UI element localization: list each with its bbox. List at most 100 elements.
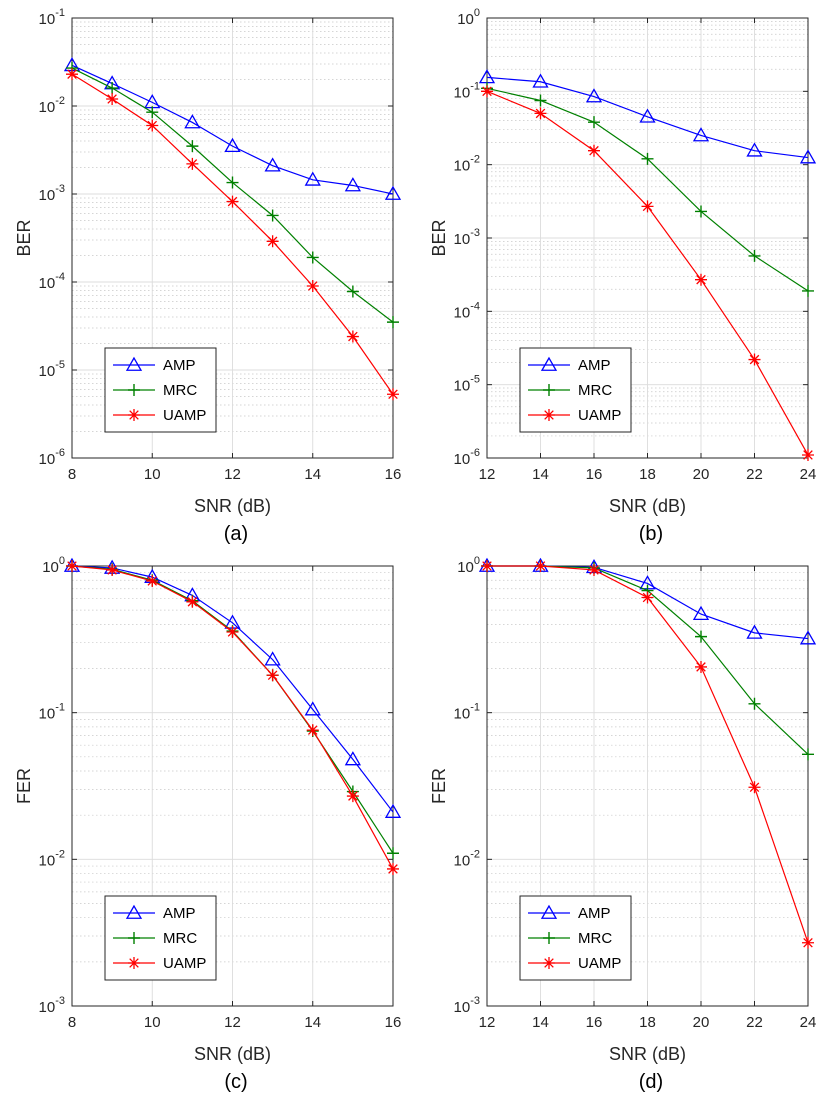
y-axis-label: BER bbox=[429, 219, 449, 256]
legend-label: UAMP bbox=[578, 407, 621, 424]
data-point-uamp bbox=[387, 388, 399, 401]
legend-item: UAMP bbox=[528, 407, 621, 424]
x-tick-label: 16 bbox=[385, 466, 402, 483]
series-uamp bbox=[66, 560, 399, 875]
y-tick-mantissa: 10 bbox=[454, 852, 471, 869]
y-tick-label: 100 bbox=[42, 555, 65, 576]
data-point-uamp bbox=[106, 93, 119, 106]
chart-panel-d: 12 14 16 18 20 22 24 10-3 10-2 10-1 100 SNR (dB) FER… bbox=[415, 548, 830, 1096]
data-point-uamp bbox=[695, 660, 707, 673]
x-tick-label: 14 bbox=[304, 466, 321, 483]
data-point-uamp bbox=[346, 330, 359, 343]
y-tick-mantissa: 10 bbox=[39, 11, 56, 28]
y-tick-label: 10-2 bbox=[39, 848, 65, 869]
series-uamp bbox=[481, 85, 814, 461]
y-tick-mantissa: 10 bbox=[454, 158, 471, 175]
y-tick-mantissa: 10 bbox=[454, 451, 471, 468]
data-point-amp bbox=[799, 149, 817, 164]
y-tick-label: 10-4 bbox=[39, 271, 65, 292]
y-tick-exponent: -6 bbox=[55, 447, 65, 459]
legend-item: AMP bbox=[528, 356, 611, 374]
panel-caption: (d) bbox=[639, 1071, 663, 1093]
data-point-uamp bbox=[481, 560, 493, 572]
legend-item: AMP bbox=[113, 904, 196, 922]
data-point-uamp bbox=[66, 560, 78, 572]
y-tick-mantissa: 10 bbox=[39, 275, 56, 292]
y-tick-label: 10-1 bbox=[39, 702, 65, 723]
y-tick-label: 10-2 bbox=[39, 95, 65, 116]
data-point-uamp bbox=[802, 448, 814, 461]
y-tick-exponent: -3 bbox=[470, 227, 480, 239]
y-tick-mantissa: 10 bbox=[454, 231, 471, 248]
data-point-mrc bbox=[106, 82, 119, 95]
y-tick-label: 10-2 bbox=[454, 154, 480, 175]
ticks: 12 14 16 18 20 22 2410-610-510-410-310-210-110… bbox=[454, 7, 817, 483]
data-point-mrc bbox=[588, 116, 600, 129]
series-line-amp bbox=[71, 64, 394, 195]
legend-item: AMP bbox=[528, 904, 611, 922]
legend-item: UAMP bbox=[113, 407, 206, 424]
y-tick-mantissa: 10 bbox=[39, 187, 56, 204]
plot-area bbox=[63, 557, 402, 875]
data-point-mrc bbox=[748, 697, 761, 710]
x-tick-label: 24 bbox=[800, 1014, 817, 1031]
y-tick-mantissa: 10 bbox=[454, 378, 471, 395]
chart-panel-b: 12 14 16 18 20 22 24 10-6 10-5 10-4 10-3 10-2 10-1 10… bbox=[415, 0, 830, 548]
y-tick-exponent: -4 bbox=[55, 271, 65, 283]
data-point-mrc bbox=[186, 140, 199, 153]
x-tick-label: 16 bbox=[586, 466, 603, 483]
legend-marker bbox=[128, 409, 140, 421]
legend-label: MRC bbox=[163, 930, 197, 947]
data-point-amp bbox=[344, 177, 361, 192]
y-tick-mantissa: 10 bbox=[39, 999, 56, 1016]
data-point-uamp bbox=[481, 85, 493, 98]
x-tick-label: 8 bbox=[68, 1014, 76, 1031]
legend-marker bbox=[540, 356, 558, 371]
legend-marker bbox=[543, 932, 555, 944]
panel-caption: (a) bbox=[224, 523, 248, 545]
y-tick-label: 10-3 bbox=[454, 227, 480, 248]
data-point-mrc bbox=[534, 94, 547, 107]
data-point-mrc bbox=[226, 176, 239, 189]
legend-marker bbox=[543, 409, 555, 421]
x-axis-label: SNR (dB) bbox=[194, 1044, 271, 1064]
series-uamp bbox=[66, 68, 399, 401]
data-point-uamp bbox=[534, 560, 547, 572]
y-tick-label: 10-1 bbox=[454, 80, 480, 101]
data-point-uamp bbox=[146, 119, 159, 132]
y-tick-label: 10-6 bbox=[454, 447, 480, 468]
series-mrc bbox=[66, 62, 399, 329]
data-point-uamp bbox=[748, 781, 761, 794]
y-tick-mantissa: 10 bbox=[457, 11, 474, 28]
data-point-uamp bbox=[387, 862, 399, 875]
data-point-uamp bbox=[186, 157, 199, 170]
y-axis-label: FER bbox=[429, 768, 449, 804]
x-tick-label: 16 bbox=[586, 1014, 603, 1031]
x-tick-label: 18 bbox=[639, 1014, 656, 1031]
legend-label: AMP bbox=[163, 357, 196, 374]
grid bbox=[71, 17, 394, 459]
y-tick-exponent: 0 bbox=[59, 555, 65, 567]
y-tick-exponent: -4 bbox=[470, 300, 480, 312]
x-tick-label: 8 bbox=[68, 466, 76, 483]
legend-label: MRC bbox=[163, 382, 197, 399]
x-tick-label: 14 bbox=[532, 1014, 549, 1031]
x-tick-label: 12 bbox=[224, 466, 241, 483]
legend: AMP MRC UAMP bbox=[104, 347, 217, 433]
data-point-uamp bbox=[641, 200, 654, 213]
y-tick-mantissa: 10 bbox=[454, 999, 471, 1016]
data-point-uamp bbox=[306, 280, 319, 293]
x-tick-label: 22 bbox=[746, 1014, 763, 1031]
y-tick-exponent: -3 bbox=[470, 995, 480, 1007]
y-tick-mantissa: 10 bbox=[39, 451, 56, 468]
y-tick-label: 10-5 bbox=[454, 374, 480, 395]
x-tick-label: 16 bbox=[385, 1014, 402, 1031]
y-tick-label: 10-1 bbox=[454, 702, 480, 723]
y-tick-label: 100 bbox=[457, 7, 480, 28]
y-tick-mantissa: 10 bbox=[39, 706, 56, 723]
y-tick-mantissa: 10 bbox=[39, 363, 56, 380]
legend-marker bbox=[540, 904, 558, 919]
y-tick-mantissa: 10 bbox=[454, 304, 471, 321]
